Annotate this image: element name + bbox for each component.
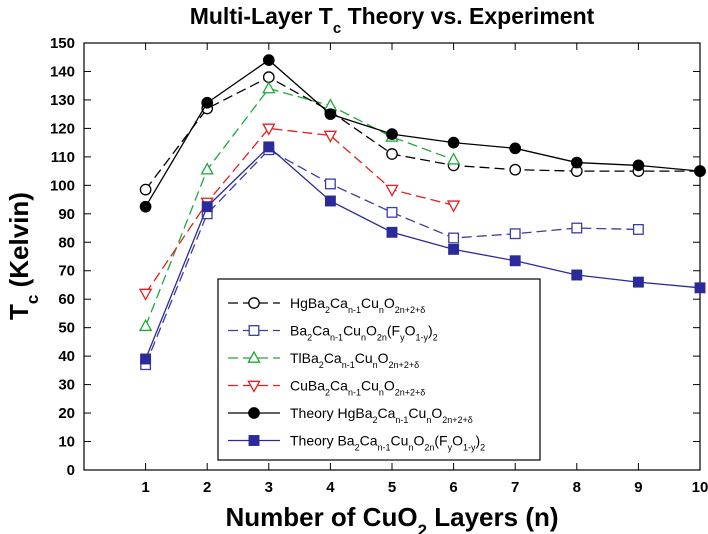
data-point-cu_exp: [446, 200, 461, 213]
legend-entry: Theory Ba2Can-1CunO2n(FyO1-y)2: [228, 433, 485, 453]
y-tick-label: 50: [58, 320, 75, 337]
data-point-cu_exp: [323, 130, 338, 143]
data-point-tl_exp: [200, 162, 214, 175]
series-hg_theory: [139, 54, 706, 213]
y-tick-label: 30: [58, 377, 75, 394]
data-point-hg_theory: [386, 128, 398, 140]
data-point-ba_f_exp: [448, 232, 460, 244]
x-tick-label: 7: [511, 479, 519, 496]
y-tick-label: 100: [50, 177, 75, 194]
data-point-hg_exp: [386, 148, 398, 160]
data-point-tl_exp: [138, 318, 153, 332]
y-tick-label: 110: [51, 149, 75, 166]
y-tick-label: 20: [58, 405, 75, 422]
series-cu_exp: [138, 123, 461, 301]
x-tick-label: 5: [388, 479, 396, 496]
y-axis-title: Tc (Kelvin): [4, 192, 42, 320]
legend-swatch-marker: [248, 325, 260, 336]
series-ba_f_exp: [140, 144, 644, 371]
data-point-ba_f_exp: [509, 228, 521, 240]
data-point-tl_exp: [262, 81, 276, 94]
series-line-ba_f_theory: [144, 146, 701, 360]
data-point-hg_theory: [509, 142, 522, 155]
x-tick-label: 8: [573, 479, 581, 496]
data-point-hg_exp: [139, 183, 152, 196]
data-point-ba_f_exp: [632, 224, 644, 235]
x-tick-label: 3: [265, 479, 273, 496]
data-point-hg_exp: [262, 71, 275, 84]
data-point-hg_theory: [139, 200, 152, 213]
legend-label: TlBa2Can-1CunO2n+2+δ: [290, 350, 419, 370]
data-point-tl_exp: [446, 152, 461, 165]
legend-swatch-marker: [248, 407, 260, 419]
legend-box: [217, 278, 541, 461]
x-tick-label: 6: [449, 479, 457, 496]
legend-entry: TlBa2Can-1CunO2n+2+δ: [228, 350, 419, 370]
data-point-ba_f_exp: [571, 222, 583, 234]
chart-title: Multi-Layer Tc Theory vs. Experiment: [190, 3, 595, 37]
data-point-hg_theory: [632, 159, 645, 172]
x-tick-label: 10: [692, 479, 708, 496]
x-tick-label: 1: [141, 479, 149, 496]
legend-swatch-marker: [247, 380, 261, 393]
data-point-hg_theory: [570, 156, 583, 169]
series-line-hg_theory: [145, 59, 701, 208]
legend-swatch-marker: [248, 297, 260, 309]
data-point-cu_exp: [138, 288, 153, 301]
data-point-hg_exp: [509, 163, 522, 176]
data-point-ba_f_theory: [694, 282, 706, 294]
series-line-tl_exp: [144, 87, 454, 327]
y-tick-label: 150: [50, 35, 75, 52]
data-point-hg_theory: [324, 108, 337, 121]
y-tick-label: 70: [58, 263, 75, 280]
legend-entry: Ba2Can-1CunO2n(FyO1-y)2: [228, 323, 438, 343]
data-point-ba_f_theory: [263, 141, 275, 153]
data-point-ba_f_theory: [386, 226, 398, 238]
x-axis-title: Number of CuO2 Layers (n): [225, 502, 558, 534]
y-tick-label: 80: [58, 234, 75, 251]
x-tick-label: 4: [326, 479, 335, 496]
series-ba_f_theory: [140, 141, 706, 365]
data-point-hg_theory: [262, 54, 275, 66]
data-point-ba_f_exp: [324, 178, 336, 190]
legend-swatch-marker: [248, 435, 260, 446]
y-tick-label: 10: [58, 434, 75, 451]
series-line-hg_exp: [145, 76, 700, 190]
y-tick-label: 60: [58, 291, 75, 308]
legend-label: HgBa2Can-1CunO2n+2+δ: [290, 295, 425, 315]
series-line-cu_exp: [145, 127, 454, 294]
y-tick-label: 0: [67, 462, 75, 479]
data-point-ba_f_theory: [324, 195, 336, 207]
legend-entry: HgBa2Can-1CunO2n+2+δ: [228, 295, 425, 315]
data-point-cu_exp: [262, 123, 276, 136]
legend-label: CuBa2Can-1CunO2n+2+δ: [290, 378, 425, 398]
data-point-ba_f_theory: [140, 353, 152, 365]
data-point-cu_exp: [385, 184, 399, 197]
x-tick-label: 2: [203, 479, 211, 496]
data-point-ba_f_theory: [448, 243, 460, 255]
legend-entry: CuBa2Can-1CunO2n+2+δ: [228, 378, 425, 398]
data-point-hg_theory: [447, 136, 460, 149]
legend-swatch-marker: [247, 350, 261, 363]
legend-label: Theory Ba2Can-1CunO2n(FyO1-y)2: [290, 433, 485, 453]
data-point-ba_f_theory: [201, 201, 213, 213]
data-point-ba_f_exp: [386, 206, 398, 218]
y-tick-label: 140: [50, 63, 75, 80]
y-tick-label: 90: [58, 206, 75, 223]
data-point-hg_theory: [201, 96, 214, 109]
x-tick-label: 9: [634, 479, 642, 496]
legend-label: Theory HgBa2Can-1CunO2n+2+δ: [290, 405, 473, 425]
y-tick-label: 40: [58, 348, 75, 365]
data-point-ba_f_theory: [632, 276, 644, 288]
data-point-ba_f_theory: [571, 269, 583, 281]
legend-label: Ba2Can-1CunO2n(FyO1-y)2: [290, 323, 438, 343]
y-tick-label: 120: [50, 120, 75, 137]
y-tick-label: 130: [50, 92, 75, 109]
legend-entry: Theory HgBa2Can-1CunO2n+2+δ: [228, 405, 473, 425]
data-point-hg_theory: [694, 165, 706, 177]
data-point-ba_f_theory: [509, 255, 521, 267]
